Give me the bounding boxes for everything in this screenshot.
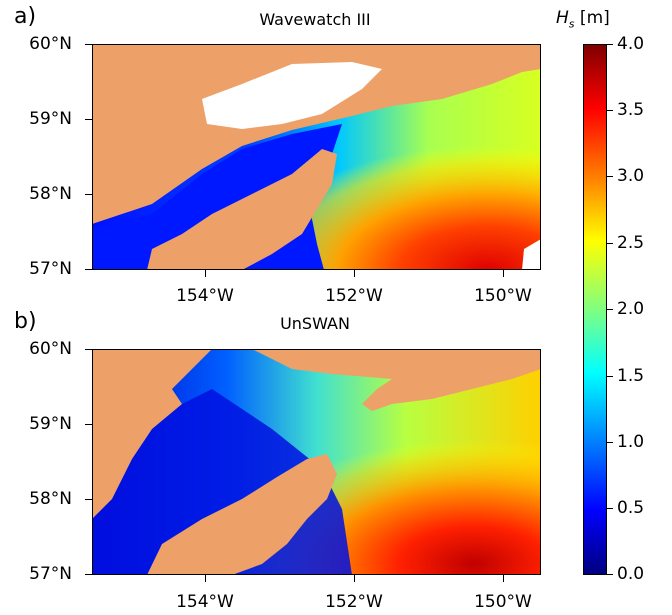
colorbar bbox=[583, 44, 607, 575]
panel-b-ytick: 57°N bbox=[29, 564, 72, 584]
panel-a-ytick-mark bbox=[85, 119, 92, 120]
panel-b-letter: b) bbox=[14, 309, 37, 334]
colorbar-tick: 4.0 bbox=[617, 34, 645, 54]
panel-b-xtick-mark bbox=[205, 575, 206, 582]
colorbar-tick: 1.0 bbox=[617, 432, 645, 452]
panel-b-title: UnSWAN bbox=[280, 314, 350, 333]
panel-a-frame bbox=[92, 44, 541, 270]
panel-a-xtick-mark bbox=[503, 270, 504, 277]
panel-b-xtick: 152°W bbox=[325, 592, 383, 612]
panel-a-ytick-mark bbox=[85, 269, 92, 270]
colorbar-label-unit: [m] bbox=[574, 8, 610, 28]
panel-a-ice bbox=[202, 62, 382, 129]
panel-a-island-kodiak bbox=[147, 149, 337, 270]
panel-b-frame bbox=[92, 349, 541, 575]
panel-a-xtick-mark bbox=[354, 270, 355, 277]
panel-b-xtick-mark bbox=[354, 575, 355, 582]
panel-a-ytick-mark bbox=[85, 194, 92, 195]
colorbar-label-symbol: H bbox=[556, 8, 569, 28]
panel-b-ytick-mark bbox=[85, 424, 92, 425]
panel-a-xtick: 154°W bbox=[176, 286, 234, 306]
colorbar-tick: 2.0 bbox=[617, 299, 645, 319]
colorbar-tick-mark bbox=[607, 44, 613, 45]
colorbar-tick: 0.0 bbox=[617, 564, 645, 584]
panel-b-xtick-mark bbox=[503, 575, 504, 582]
panel-a-ytick: 58°N bbox=[29, 184, 72, 204]
panel-b-ytick: 60°N bbox=[29, 339, 72, 359]
panel-a-nodata bbox=[522, 239, 541, 270]
panel-a-xtick: 152°W bbox=[325, 286, 383, 306]
panel-a-xtick: 150°W bbox=[474, 286, 532, 306]
colorbar-tick-mark bbox=[607, 442, 613, 443]
panel-a-letter: a) bbox=[14, 4, 37, 29]
panel-b-island-kodiak bbox=[147, 454, 337, 575]
colorbar-tick: 0.5 bbox=[617, 498, 645, 518]
panel-b-ytick: 58°N bbox=[29, 489, 72, 509]
panel-a-map bbox=[92, 44, 541, 270]
panel-b-ytick-mark bbox=[85, 574, 92, 575]
colorbar-tick: 3.0 bbox=[617, 166, 645, 186]
panel-a-ytick: 57°N bbox=[29, 259, 72, 279]
panel-a-ytick: 60°N bbox=[29, 34, 72, 54]
panel-a-land-north bbox=[92, 44, 541, 224]
colorbar-tick-mark bbox=[607, 574, 613, 575]
panel-a-title: Wavewatch III bbox=[259, 10, 371, 29]
colorbar-label: Hs [m] bbox=[556, 8, 610, 30]
colorbar-tick-mark bbox=[607, 110, 613, 111]
panel-b-ytick: 59°N bbox=[29, 414, 72, 434]
colorbar-tick-mark bbox=[607, 176, 613, 177]
panel-a-ytick: 59°N bbox=[29, 109, 72, 129]
panel-b-map bbox=[92, 349, 541, 575]
colorbar-tick: 1.5 bbox=[617, 366, 645, 386]
panel-b-xtick: 150°W bbox=[474, 592, 532, 612]
colorbar-label-subscript: s bbox=[568, 17, 575, 31]
panel-b-ytick-mark bbox=[85, 349, 92, 350]
colorbar-tick: 2.5 bbox=[617, 233, 645, 253]
panel-b-ytick-mark bbox=[85, 499, 92, 500]
panel-a-xtick-mark bbox=[205, 270, 206, 277]
colorbar-tick: 3.5 bbox=[617, 100, 645, 120]
panel-b-land-north bbox=[252, 349, 541, 411]
colorbar-tick-mark bbox=[607, 243, 613, 244]
colorbar-tick-mark bbox=[607, 309, 613, 310]
panel-b-xtick: 154°W bbox=[176, 592, 234, 612]
panel-a-ytick-mark bbox=[85, 44, 92, 45]
colorbar-tick-mark bbox=[607, 508, 613, 509]
panel-b-land-west bbox=[92, 349, 212, 519]
colorbar-tick-mark bbox=[607, 376, 613, 377]
